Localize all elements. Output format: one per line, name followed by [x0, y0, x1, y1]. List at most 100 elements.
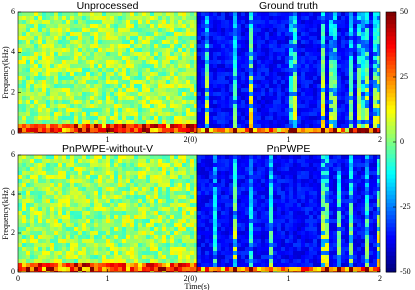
- spectrogram-cell: [277, 16, 281, 20]
- spectrogram-cell: [289, 219, 293, 223]
- spectrogram-cell: [377, 167, 380, 171]
- spectrogram-cell: [34, 227, 38, 231]
- spectrogram-cell: [213, 12, 217, 16]
- spectrogram-cell: [313, 20, 317, 24]
- spectrogram-cell: [309, 215, 313, 219]
- spectrogram-cell: [369, 60, 373, 64]
- spectrogram-cell: [18, 84, 22, 88]
- spectrogram-cell: [146, 36, 150, 40]
- spectrogram-cell: [297, 159, 301, 163]
- spectrogram-cell: [317, 167, 321, 171]
- spectrogram-cell: [34, 88, 38, 92]
- spectrogram-cell: [269, 56, 273, 60]
- spectrogram-cell: [18, 195, 22, 199]
- spectrogram-cell: [158, 231, 162, 235]
- spectrogram-cell: [38, 263, 42, 267]
- spectrogram-cell: [110, 112, 114, 116]
- spectrogram-cell: [285, 203, 289, 207]
- spectrogram-cell: [58, 64, 62, 68]
- spectrogram-cell: [122, 80, 126, 84]
- spectrogram-cell: [154, 171, 158, 175]
- spectrogram-cell: [110, 84, 114, 88]
- spectrogram-cell: [273, 120, 277, 124]
- spectrogram-cell: [154, 20, 158, 24]
- spectrogram-cell: [22, 104, 26, 108]
- spectrogram-cell: [38, 227, 42, 231]
- spectrogram-cell: [90, 44, 94, 48]
- spectrogram-cell: [329, 48, 333, 52]
- spectrogram-cell: [30, 235, 34, 239]
- spectrogram-cell: [146, 88, 150, 92]
- spectrogram-cell: [325, 215, 329, 219]
- spectrogram-cell: [158, 44, 162, 48]
- spectrogram-cell: [297, 128, 301, 132]
- spectrogram-cell: [142, 171, 146, 175]
- spectrogram-cell: [146, 56, 150, 60]
- spectrogram-cell: [213, 171, 217, 175]
- spectrogram-cell: [186, 52, 190, 56]
- spectrogram-cell: [150, 100, 154, 104]
- spectrogram-cell: [229, 120, 233, 124]
- spectrogram-cell: [70, 219, 74, 223]
- spectrogram-cell: [58, 16, 62, 20]
- spectrogram-cell: [190, 159, 194, 163]
- spectrogram-cell: [46, 68, 50, 72]
- spectrogram-cell: [194, 32, 197, 36]
- spectrogram-cell: [265, 116, 269, 120]
- spectrogram-cell: [166, 44, 170, 48]
- spectrogram-cell: [285, 24, 289, 28]
- spectrogram-cell: [269, 92, 273, 96]
- spectrogram-cell: [98, 36, 102, 40]
- spectrogram-cell: [82, 108, 86, 112]
- spectrogram-cell: [353, 88, 357, 92]
- spectrogram-cell: [201, 223, 205, 227]
- spectrogram-cell: [134, 239, 138, 243]
- spectrogram-cell: [209, 64, 213, 68]
- spectrogram-cell: [158, 175, 162, 179]
- spectrogram-cell: [150, 36, 154, 40]
- spectrogram-cell: [86, 179, 90, 183]
- spectrogram-cell: [178, 68, 182, 72]
- spectrogram-cell: [114, 247, 118, 251]
- spectrogram-cell: [90, 128, 94, 132]
- spectrogram-cell: [154, 24, 158, 28]
- spectrogram-cell: [182, 36, 186, 40]
- spectrogram-cell: [349, 32, 353, 36]
- spectrogram-cell: [102, 40, 106, 44]
- spectrogram-cell: [130, 100, 134, 104]
- spectrogram-cell: [118, 183, 122, 187]
- spectrogram-cell: [229, 219, 233, 223]
- spectrogram-cell: [90, 167, 94, 171]
- spectrogram-cell: [114, 64, 118, 68]
- spectrogram-cell: [26, 92, 30, 96]
- spectrogram-cell: [126, 211, 130, 215]
- spectrogram-cell: [245, 179, 249, 183]
- spectrogram-cell: [98, 159, 102, 163]
- spectrogram-cell: [86, 207, 90, 211]
- spectrogram-cell: [90, 92, 94, 96]
- spectrogram-cell: [170, 215, 174, 219]
- spectrogram-cell: [142, 235, 146, 239]
- spectrogram-cell: [62, 251, 66, 255]
- spectrogram-cell: [22, 203, 26, 207]
- spectrogram-cell: [142, 96, 146, 100]
- spectrogram-cell: [313, 36, 317, 40]
- spectrogram-cell: [122, 231, 126, 235]
- spectrogram-cell: [297, 167, 301, 171]
- spectrogram-cell: [186, 60, 190, 64]
- spectrogram-cell: [353, 191, 357, 195]
- spectrogram-cell: [18, 64, 22, 68]
- spectrogram-cell: [373, 215, 377, 219]
- spectrogram-cell: [70, 92, 74, 96]
- spectrogram-cell: [253, 24, 257, 28]
- spectrogram-cell: [190, 211, 194, 215]
- spectrogram-cell: [241, 20, 245, 24]
- spectrogram-cell: [249, 191, 253, 195]
- spectrogram-cell: [293, 68, 297, 72]
- spectrogram-cell: [146, 219, 150, 223]
- spectrogram-cell: [26, 243, 30, 247]
- spectrogram-cell: [106, 243, 110, 247]
- spectrogram-cell: [86, 267, 90, 271]
- spectrogram-cell: [66, 120, 70, 124]
- spectrogram-cell: [114, 76, 118, 80]
